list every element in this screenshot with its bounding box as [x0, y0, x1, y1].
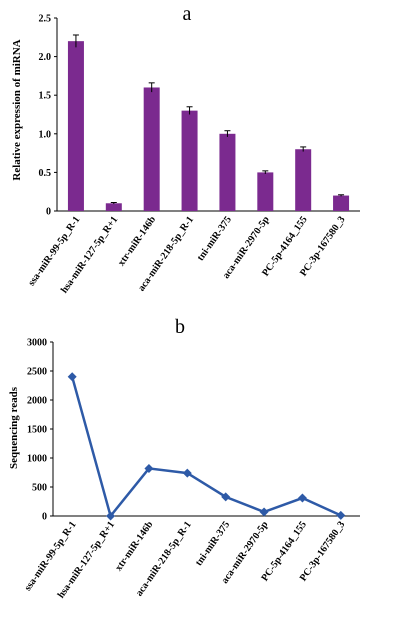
chart-b-point	[297, 493, 307, 503]
chart-a-bar	[219, 133, 236, 211]
chart-b-y-tick-label: 3000	[27, 338, 47, 349]
chart-b-y-tick-label: 2000	[27, 396, 47, 407]
chart-a-bar	[143, 87, 160, 211]
chart-a: a Relative expression of miRNA 0 0.5 1.0 1.…	[11, 3, 360, 295]
chart-b-y-tick-label: 1500	[27, 425, 47, 436]
chart-b-y-tick-label: 0	[42, 512, 47, 523]
chart-b-point	[106, 511, 116, 521]
chart-b-y-tick-label: 1000	[27, 454, 47, 465]
chart-a-y-tick-label: 1.5	[39, 91, 52, 102]
chart-a-bar	[105, 203, 122, 211]
chart-a-y-axis-label: Relative expression of miRNA	[11, 39, 23, 180]
chart-b: b Sequencing reads 0 500 1000 1500 2000 2500 3…	[8, 316, 360, 600]
chart-a-bar	[257, 172, 274, 211]
chart-b-point	[182, 468, 192, 478]
chart-a-y-tick-label: 2.5	[39, 14, 52, 25]
chart-a-x-tick-label: tni-miR-375	[195, 214, 234, 263]
chart-b-point	[144, 463, 154, 473]
chart-b-point	[336, 510, 346, 520]
chart-a-bar	[295, 149, 312, 211]
chart-a-y-tick-label: 1.0	[39, 129, 52, 140]
chart-b-series-line	[70, 376, 342, 519]
chart-a-x-tick-label: xtr-miR-146b	[116, 214, 159, 268]
chart-b-y-axis-label: Sequencing reads	[8, 386, 20, 469]
chart-b-x-tick-label: tni-miR-375	[193, 519, 232, 568]
chart-a-bar	[67, 41, 84, 211]
chart-b-y-tick-label: 500	[32, 483, 47, 494]
chart-a-title: a	[183, 3, 192, 25]
chart-b-point	[67, 372, 77, 382]
chart-a-bar	[181, 110, 198, 211]
chart-b-point	[259, 507, 269, 517]
chart-a-y-tick-label: 0.5	[39, 168, 52, 179]
chart-b-point	[221, 492, 231, 502]
chart-b-title: b	[175, 316, 185, 338]
chart-a-y-tick-label: 2.0	[39, 52, 52, 63]
chart-b-y-tick-label: 2500	[27, 367, 47, 378]
chart-a-bar	[333, 195, 350, 211]
chart-a-y-tick-label: 0	[46, 207, 51, 218]
chart-b-x-tick-label: xtr-miR-146b	[113, 519, 156, 573]
